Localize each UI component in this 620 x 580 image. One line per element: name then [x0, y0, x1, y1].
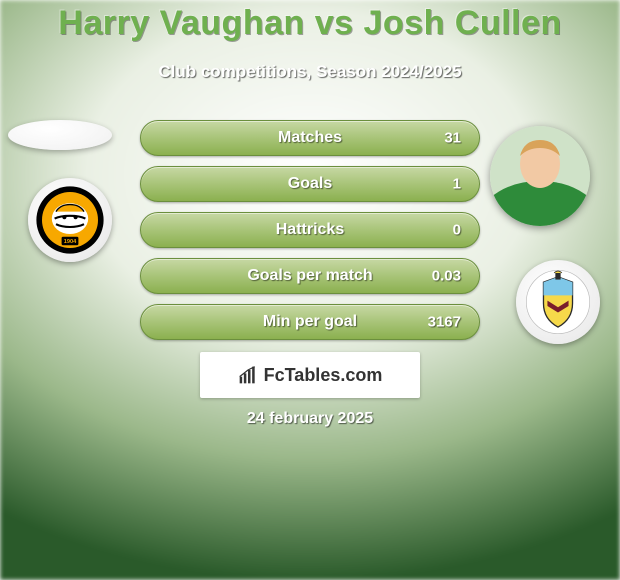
stat-value-right: 1 — [453, 176, 461, 193]
player-left-avatar-placeholder — [8, 120, 112, 150]
page-subtitle: Club competitions, Season 2024/2025 — [0, 62, 620, 82]
stat-label: Goals per match — [141, 267, 479, 285]
player-right-avatar — [490, 126, 590, 226]
stat-value-right: 0 — [453, 222, 461, 239]
svg-text:1904: 1904 — [64, 239, 77, 245]
brand-text: FcTables.com — [264, 365, 383, 386]
stat-value-right: 31 — [444, 130, 461, 147]
tiger-crest-icon: 1904 — [35, 185, 105, 255]
stat-label: Matches — [141, 129, 479, 147]
player-right-club-badge — [516, 260, 600, 344]
club-crest-icon — [525, 269, 591, 335]
page-title: Harry Vaughan vs Josh Cullen — [0, 4, 620, 43]
player-left-club-badge: 1904 — [28, 178, 112, 262]
stat-label: Hattricks — [141, 221, 479, 239]
stat-row: Goals per match0.03 — [140, 258, 480, 294]
content-overlay: Harry Vaughan vs Josh Cullen Club compet… — [0, 0, 620, 580]
stat-row: Matches31 — [140, 120, 480, 156]
date-text: 24 february 2025 — [0, 410, 620, 428]
brand-box: FcTables.com — [200, 352, 420, 398]
bar-chart-icon — [238, 365, 258, 385]
stat-row: Goals1 — [140, 166, 480, 202]
stat-row: Min per goal3167 — [140, 304, 480, 340]
player-portrait-icon — [490, 126, 590, 226]
stat-row: Hattricks0 — [140, 212, 480, 248]
stat-label: Goals — [141, 175, 479, 193]
stat-value-right: 0.03 — [432, 268, 461, 285]
stat-value-right: 3167 — [428, 314, 461, 331]
